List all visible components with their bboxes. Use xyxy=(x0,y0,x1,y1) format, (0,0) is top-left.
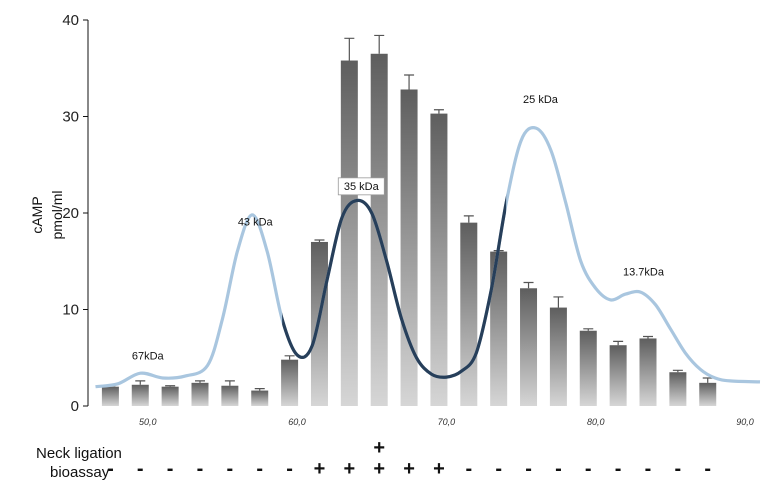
y-tick-label: 30 xyxy=(62,109,79,126)
bioassay-label: bioassay xyxy=(50,464,110,481)
plus-sign: + xyxy=(373,437,385,459)
error-bar xyxy=(404,74,415,90)
y-axis-label-line-2: pmol/ml xyxy=(49,190,65,239)
plus-sign: + xyxy=(314,458,326,480)
plus-sign: + xyxy=(343,458,355,480)
x-tick-label: 70,0 xyxy=(438,417,456,427)
bars xyxy=(101,34,717,407)
minus-sign: - xyxy=(555,458,562,480)
minus-sign: - xyxy=(465,458,472,480)
error-bar xyxy=(224,380,235,386)
peak-annotation: 67kDa xyxy=(132,351,165,363)
minus-sign: - xyxy=(675,458,682,480)
x-ticks: 50,0 60,0 70,0 80,0 90,0 xyxy=(139,417,754,427)
error-bar xyxy=(314,239,325,242)
bar xyxy=(281,359,299,406)
minus-sign: - xyxy=(525,458,532,480)
minus-sign: - xyxy=(704,458,711,480)
bar xyxy=(520,288,538,406)
y-ticks: 0 10 20 30 40 xyxy=(62,12,88,415)
y-axis-label-line-1: cAMP xyxy=(29,196,45,233)
minus-sign: - xyxy=(615,458,622,480)
x-tick-label: 50,0 xyxy=(139,417,157,427)
minus-sign: - xyxy=(227,458,234,480)
annotation-box xyxy=(337,177,385,196)
y-tick-label: 10 xyxy=(62,302,79,319)
elution-profile xyxy=(95,126,761,389)
peak-label: 35 kDa xyxy=(344,181,380,193)
peak-annotation: 43 kDa xyxy=(238,217,274,229)
plus-sign: + xyxy=(403,458,415,480)
minus-sign: - xyxy=(585,458,592,480)
error-bar xyxy=(135,380,146,385)
x-tick-label: 80,0 xyxy=(587,417,605,427)
bar xyxy=(609,345,627,406)
error-bar xyxy=(553,296,564,308)
error-bar xyxy=(344,37,355,61)
bar xyxy=(639,338,657,406)
peak-annotation: 35 kDa xyxy=(337,177,385,196)
error-bar xyxy=(672,369,683,373)
error-bar xyxy=(613,340,624,346)
bar xyxy=(579,330,597,406)
y-tick: 30 xyxy=(62,109,88,126)
minus-sign: - xyxy=(167,458,174,480)
bar xyxy=(490,251,508,406)
peak-annotation: 25 kDa xyxy=(523,94,559,106)
neck-ligation-label: Neck ligation xyxy=(36,445,122,462)
bar xyxy=(430,113,448,406)
error-bar xyxy=(463,215,474,223)
error-bar xyxy=(374,34,385,54)
bar xyxy=(400,89,418,406)
plus-sign: + xyxy=(373,458,385,480)
minus-sign: - xyxy=(286,458,293,480)
elution-curve-dark-segment xyxy=(282,195,507,379)
error-bar xyxy=(254,388,265,391)
error-bar xyxy=(165,385,176,387)
peak-label: 67kDa xyxy=(132,351,165,363)
bar xyxy=(101,386,119,406)
bar xyxy=(221,385,239,406)
bar xyxy=(699,382,717,406)
bioassay-signs: - - - - - - - + + + + + - - - - - - - - -+ xyxy=(107,437,711,480)
peak-label: 13.7kDa xyxy=(623,267,665,279)
y-tick: 10 xyxy=(62,302,88,319)
minus-sign: - xyxy=(256,458,263,480)
y-tick: 20 xyxy=(62,205,88,222)
error-bar xyxy=(583,328,594,331)
y-tick: 0 xyxy=(71,398,88,415)
minus-sign: - xyxy=(645,458,652,480)
x-tick-label: 90,0 xyxy=(736,417,754,427)
elution-curve xyxy=(95,126,761,389)
peak-annotation: 13.7kDa xyxy=(623,267,665,279)
minus-sign: - xyxy=(197,458,204,480)
minus-sign: - xyxy=(137,458,144,480)
minus-sign: - xyxy=(107,458,114,480)
bar xyxy=(549,307,567,406)
error-bar xyxy=(643,335,653,339)
error-bar xyxy=(284,355,295,360)
error-bar xyxy=(702,377,713,383)
bar xyxy=(161,386,179,406)
y-tick: 40 xyxy=(62,12,88,29)
error-bar xyxy=(433,109,444,114)
error-bar xyxy=(523,281,534,289)
peak-label: 25 kDa xyxy=(523,94,559,106)
bar xyxy=(340,60,358,406)
bar xyxy=(191,382,209,406)
x-tick-label: 60,0 xyxy=(288,417,306,427)
y-tick-label: 20 xyxy=(62,205,79,222)
peak-label: 43 kDa xyxy=(238,217,274,229)
peak-annotations: 67kDa 43 kDa 35 kDa 25 kDa 13.7kDa xyxy=(132,94,665,363)
bar xyxy=(251,390,269,406)
bar xyxy=(669,372,687,406)
error-bar xyxy=(195,380,205,383)
y-tick-label: 0 xyxy=(71,398,79,415)
plus-sign: + xyxy=(433,458,445,480)
bar xyxy=(460,222,478,406)
minus-sign: - xyxy=(495,458,502,480)
bar xyxy=(131,384,149,406)
y-tick-label: 40 xyxy=(62,12,79,29)
